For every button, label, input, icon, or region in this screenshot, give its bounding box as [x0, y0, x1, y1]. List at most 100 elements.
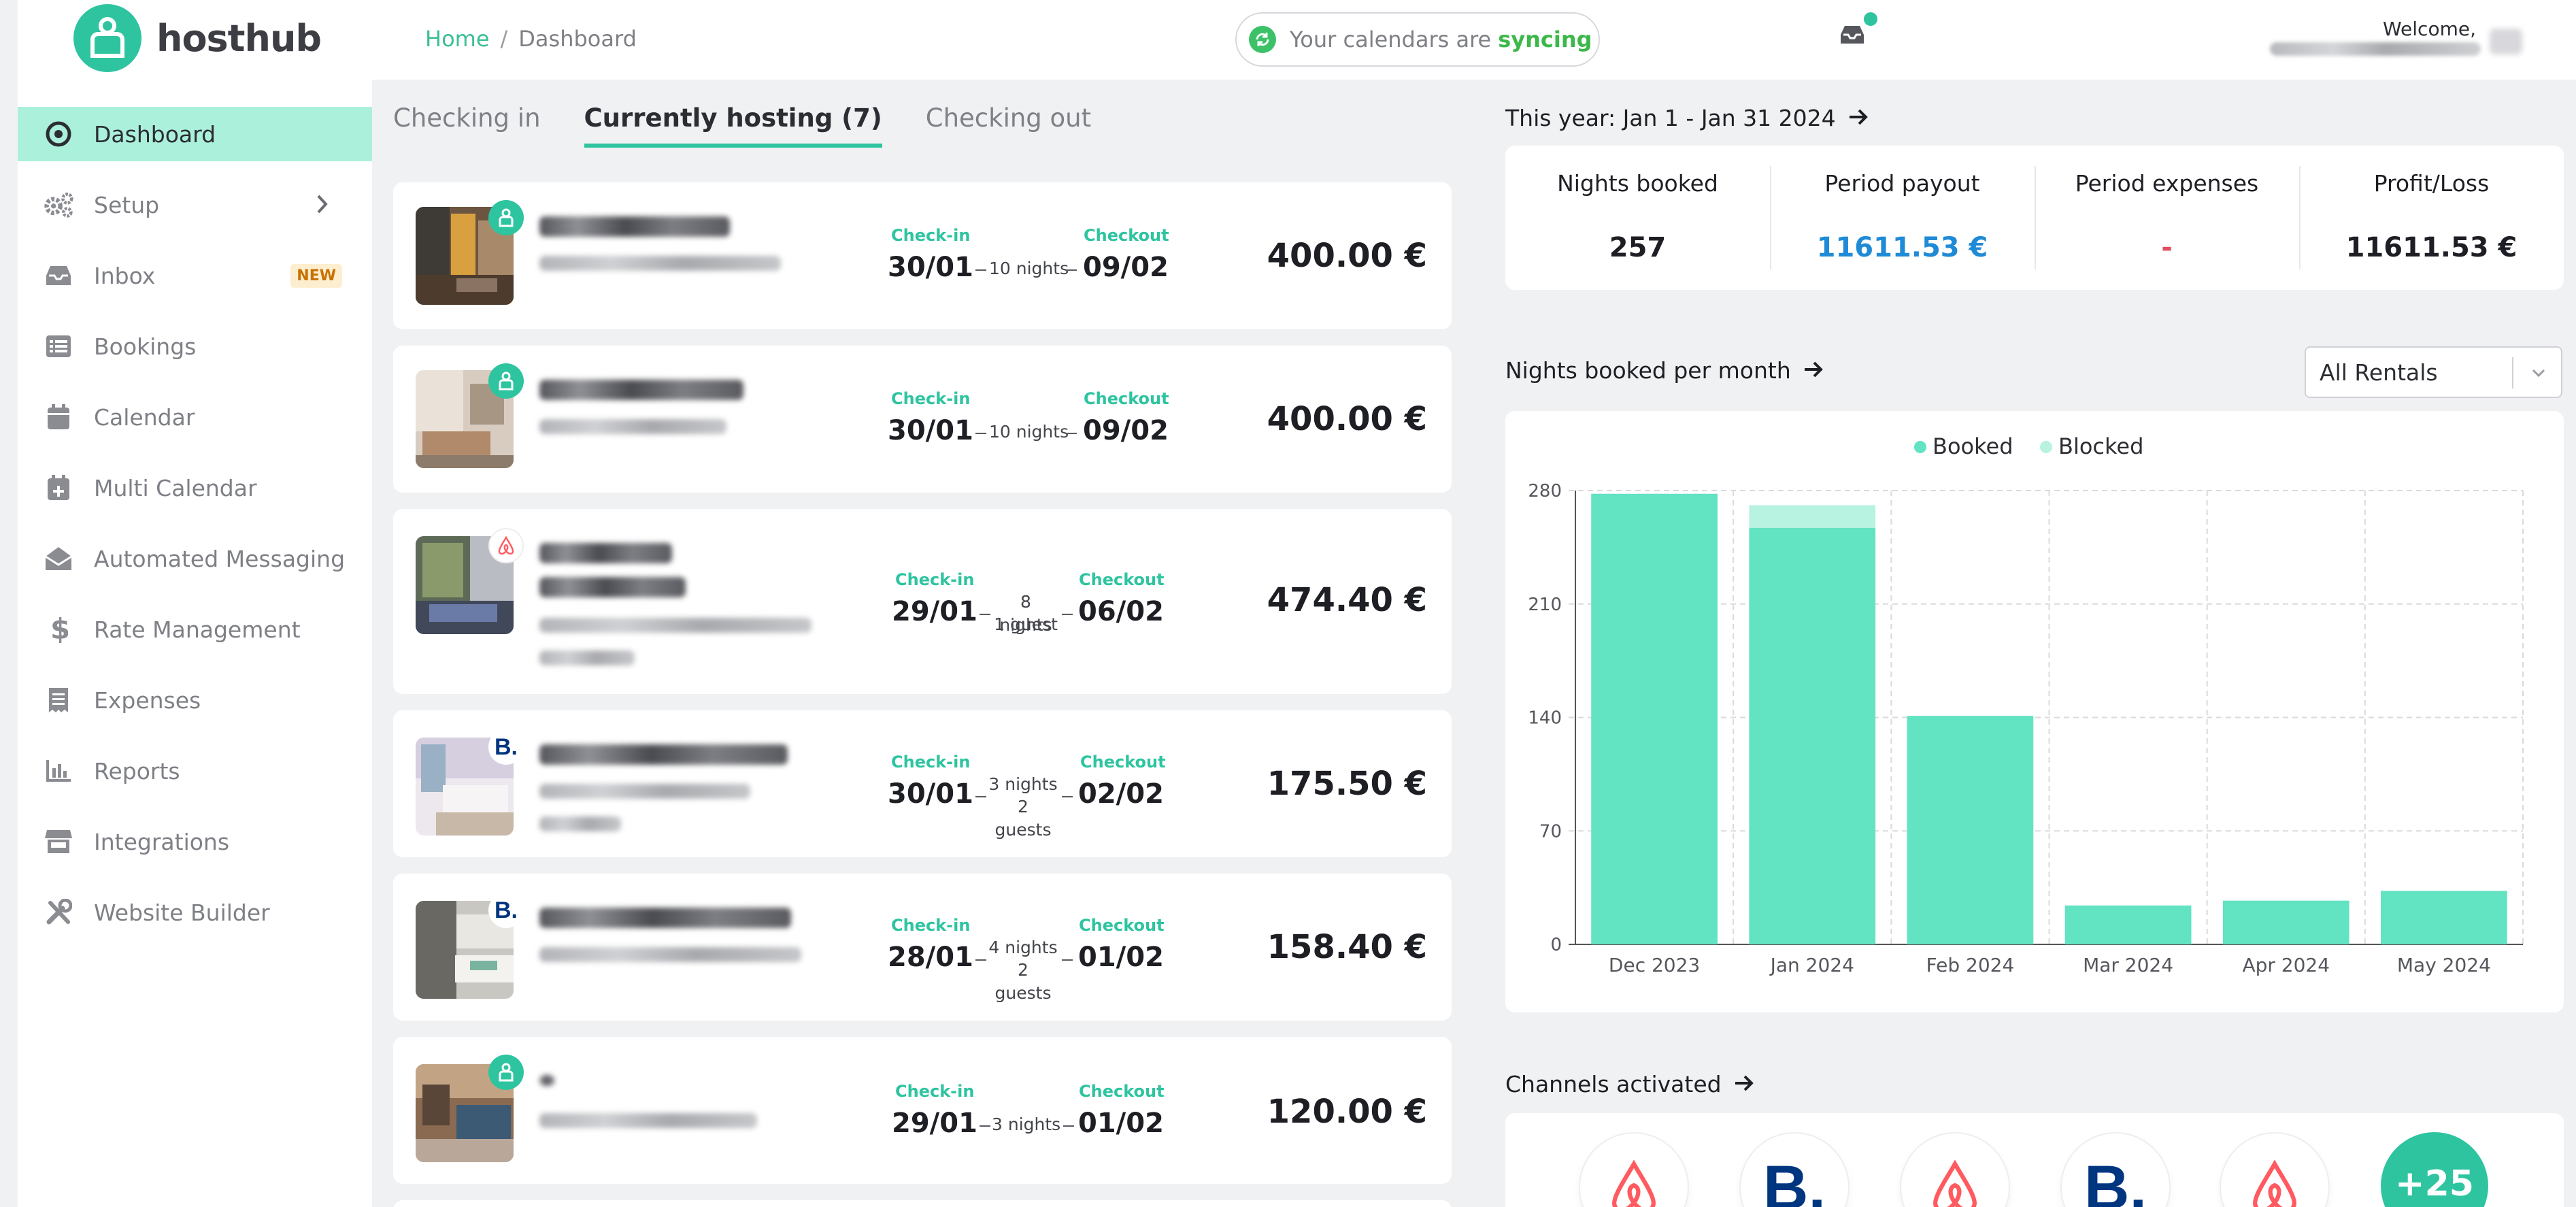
sidebar-item-integrations[interactable]: Integrations: [18, 814, 372, 869]
sidebar-item-label: Setup: [94, 191, 160, 218]
checkout-date: 09/02: [1083, 252, 1169, 283]
booking-price: 400.00 €: [1267, 237, 1427, 275]
stat-value: 11611.53 €: [2345, 232, 2518, 263]
receipt-icon: [44, 685, 73, 715]
sidebar-item-calendar[interactable]: Calendar: [18, 390, 372, 444]
hosting-tabs: Checking in Currently hosting (7) Checki…: [393, 103, 1135, 148]
top-bar: Home / Dashboard Your calendars are syncin…: [372, 0, 2576, 80]
stat-value: 11611.53 €: [1816, 232, 1988, 263]
sidebar-item-setup[interactable]: Setup: [18, 178, 372, 232]
nights-chart-title[interactable]: Nights booked per month: [1505, 357, 1824, 384]
bar-blocked: [1749, 505, 1876, 528]
bar-chart-icon: [44, 756, 73, 786]
dash: [1066, 269, 1077, 271]
sidebar-item-rate-management[interactable]: $ Rate Management: [18, 602, 372, 657]
y-tick-label: 210: [1528, 595, 1562, 615]
x-tick-label: Dec 2023: [1609, 954, 1700, 976]
booking-card[interactable]: [393, 1200, 1452, 1207]
legend-label: Booked: [1933, 433, 2013, 459]
hosthub-channel-icon: [488, 363, 524, 399]
arrow-right-icon: [1803, 357, 1824, 384]
airbnb-channel-icon[interactable]: [1580, 1134, 1688, 1207]
calendar-icon: [44, 402, 73, 432]
sidebar-item-label: Dashboard: [94, 120, 216, 148]
stat-label: Profit/Loss: [2373, 170, 2490, 197]
inbox-tray-icon[interactable]: [1839, 23, 1866, 49]
booking-card[interactable]: Check-in Checkout 30/01 10 nights 09/02 …: [393, 346, 1452, 493]
property-name-redacted: [539, 543, 672, 563]
rentals-select-value: All Rentals: [2320, 359, 2438, 386]
dash: [1066, 433, 1077, 434]
airbnb-channel-icon[interactable]: [1901, 1134, 2009, 1207]
rentals-select[interactable]: All Rentals: [2305, 346, 2562, 398]
user-name-redacted[interactable]: [2270, 42, 2481, 56]
booking-com-channel-icon: B.: [488, 729, 524, 765]
sidebar-item-website-builder[interactable]: Website Builder: [18, 885, 372, 940]
bar-booked: [2064, 905, 2192, 944]
stat-period-expenses: Period expenses -: [2035, 146, 2299, 290]
arrow-right-icon: [1848, 105, 1869, 131]
x-tick-label: Jan 2024: [1769, 954, 1854, 976]
checkin-date: 30/01: [888, 778, 973, 810]
x-tick-label: Mar 2024: [2083, 954, 2173, 976]
sidebar-item-inbox[interactable]: Inbox NEW: [18, 248, 372, 303]
dash: [1062, 959, 1073, 961]
svg-text:$: $: [50, 614, 68, 644]
tab-checking-out[interactable]: Checking out: [925, 103, 1092, 133]
y-tick-label: 70: [1539, 821, 1562, 842]
period-stats: Nights booked 257 Period payout 11611.53…: [1505, 146, 2564, 290]
booking-price: 400.00 €: [1267, 400, 1427, 438]
breadcrumb-home-link[interactable]: Home: [425, 26, 490, 52]
booking-com-channel-icon[interactable]: B.: [1741, 1134, 1848, 1207]
calendar-sync-status[interactable]: Your calendars are syncing: [1235, 12, 1600, 67]
notification-dot: [1864, 12, 1877, 26]
tab-checking-in[interactable]: Checking in: [393, 103, 541, 133]
booking-card[interactable]: B. Check-in Checkout 30/01 3 nights 2 gu…: [393, 710, 1452, 857]
dash: [980, 1125, 990, 1127]
property-name-redacted: [539, 908, 791, 928]
x-tick-label: Apr 2024: [2242, 954, 2330, 976]
sidebar-item-label: Reports: [94, 757, 180, 784]
checkin-label: Check-in: [891, 753, 971, 772]
logo[interactable]: hosthub: [73, 4, 322, 72]
sidebar-item-expenses[interactable]: Expenses: [18, 673, 372, 727]
airbnb-channel-icon[interactable]: [2221, 1134, 2328, 1207]
sidebar-item-multi-calendar[interactable]: Multi Calendar: [18, 461, 372, 515]
dash: [975, 796, 986, 797]
booking-com-channel-icon[interactable]: B.: [2062, 1134, 2169, 1207]
stat-profit-loss: Profit/Loss 11611.53 €: [2299, 146, 2564, 290]
booking-price: 158.40 €: [1267, 928, 1427, 966]
property-address-redacted: [539, 419, 726, 434]
property-photo: [416, 901, 514, 999]
sidebar-item-dashboard[interactable]: Dashboard: [18, 107, 372, 161]
booking-card[interactable]: Check-in Checkout 29/01 8 nights 1 guest…: [393, 509, 1452, 694]
nights-count: 4 nights: [988, 938, 1058, 957]
sidebar-item-label: Rate Management: [94, 616, 301, 643]
breadcrumb-current: Dashboard: [518, 26, 637, 52]
guests-count: 2 guests: [994, 960, 1052, 1003]
stat-label: Period expenses: [2075, 170, 2259, 197]
checkin-date: 30/01: [888, 415, 973, 446]
checkout-date: 09/02: [1083, 415, 1169, 446]
period-title[interactable]: This year: Jan 1 - Jan 31 2024: [1505, 105, 1869, 131]
dash: [980, 614, 990, 615]
booking-card[interactable]: Check-in Checkout 30/01 10 nights 09/02 …: [393, 182, 1452, 329]
checkout-date: 06/02: [1078, 596, 1164, 627]
checkout-label: Checkout: [1084, 389, 1169, 408]
channels-title[interactable]: Channels activated: [1505, 1071, 1754, 1097]
avatar[interactable]: [2490, 29, 2522, 54]
chevron-right-icon: [315, 193, 330, 221]
calendar-plus-icon: [44, 473, 73, 503]
booking-card[interactable]: Check-in Checkout 29/01 3 nights 01/02 1…: [393, 1037, 1452, 1184]
dash: [975, 269, 986, 271]
property-name-redacted: [539, 216, 730, 237]
tab-currently-hosting[interactable]: Currently hosting (7): [584, 103, 882, 148]
more-channels-button[interactable]: +25: [2381, 1132, 2488, 1207]
sidebar-item-bookings[interactable]: Bookings: [18, 319, 372, 374]
arrow-right-icon: [1734, 1071, 1754, 1097]
sidebar-item-automated-messaging[interactable]: Automated Messaging: [18, 531, 372, 586]
sidebar-item-reports[interactable]: Reports: [18, 744, 372, 798]
booking-card[interactable]: B. Check-in Checkout 28/01 4 nights 2 gu…: [393, 874, 1452, 1021]
property-name-redacted: [539, 380, 743, 400]
logo-text: hosthub: [156, 16, 322, 60]
